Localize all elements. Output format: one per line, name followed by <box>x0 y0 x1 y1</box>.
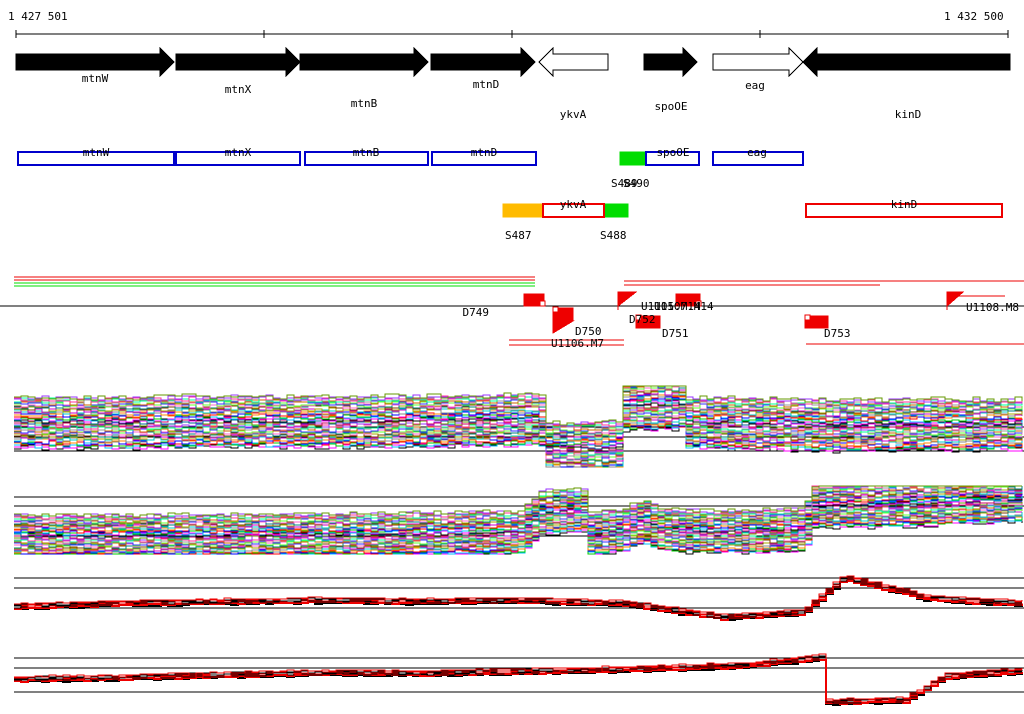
cds-segment-green-1[interactable] <box>619 151 647 166</box>
transcript-flag-U1107.M14[interactable] <box>617 291 638 308</box>
expression-plot-2-series-23 <box>14 498 1023 539</box>
ratio-plot-2 <box>14 653 1024 706</box>
expression-plot-2-series-16 <box>14 504 1023 546</box>
gene-arrow-ykvA[interactable] <box>538 46 609 78</box>
transcript-block-D752[interactable] <box>675 293 701 307</box>
expression-plot-1-series-22 <box>14 402 1023 452</box>
gene-arrow-label-mtnB: mtnB <box>350 97 378 110</box>
operon-box-label-ykvA: ykvA <box>559 198 587 211</box>
gene-arrow-mtnW[interactable] <box>15 46 175 78</box>
cds-box-mtnB[interactable] <box>304 151 429 166</box>
gene-arrow-label-spoOE: spoOE <box>654 100 688 113</box>
gene-arrow-label-eag: eag <box>745 79 765 92</box>
cds-box-mtnW[interactable] <box>17 151 175 166</box>
operon-box-label-kinD: kinD <box>890 198 918 211</box>
gene-arrow-label-mtnW: mtnW <box>81 72 109 85</box>
transcript-label-U1106.M7: U1106.M7 <box>551 337 604 350</box>
operon-segment-label-S488: S488 <box>600 229 627 242</box>
coordinate-end-label: 1 432 500 <box>944 10 1004 23</box>
ratio-plot-2-series-7 <box>14 653 1023 701</box>
operon-segment-label-S487: S487 <box>505 229 532 242</box>
expression-plot-2 <box>14 485 1024 555</box>
expression-plot-1-series-41 <box>14 385 1023 430</box>
cds-box-label-spoOE: spoOE <box>656 146 690 159</box>
operon-segment-S487[interactable] <box>502 203 544 218</box>
transcript-block-D749[interactable] <box>523 293 545 307</box>
transcript-flag-U1106.M7[interactable] <box>552 320 575 334</box>
expression-plot-2-series-13 <box>14 508 1022 548</box>
expression-plot-1-series-39 <box>14 385 1023 433</box>
transcript-handle-D751[interactable] <box>635 314 642 321</box>
transcript-label-U1105.M14: U1105.M14 <box>641 300 701 313</box>
operon-box-kinD[interactable] <box>805 203 1003 218</box>
cds-box-mtnD[interactable] <box>431 151 537 166</box>
gene-arrow-label-mtnD: mtnD <box>472 78 500 91</box>
transcript-label-U1107.M14: U1107.M14 <box>654 300 714 313</box>
cds-box-spoOE[interactable] <box>645 151 700 166</box>
cds-box-mtnX[interactable] <box>175 151 301 166</box>
cds-box-label-mtnW: mtnW <box>82 146 110 159</box>
expression-plot-2-series-37 <box>14 485 1022 526</box>
transcript-label-D749: D749 <box>462 306 490 319</box>
gene-arrow-label-mtnX: mtnX <box>224 83 252 96</box>
gene-arrow-mtnB[interactable] <box>299 46 429 78</box>
expression-plot-2-series-4 <box>14 516 1023 555</box>
transcript-handle-D749[interactable] <box>539 300 546 307</box>
transcript-label-D751: D751 <box>662 327 689 340</box>
expression-plot-1-series-27 <box>14 396 1023 446</box>
ratio-plot-2-series-1 <box>14 659 1023 705</box>
transcript-handle-D752[interactable] <box>695 300 702 307</box>
cds-box-eag[interactable] <box>712 151 804 166</box>
ratio-plot-1 <box>14 575 1024 621</box>
expression-plot-1-series-15 <box>14 409 1022 459</box>
ratio-plot-2-series-0 <box>14 659 1023 706</box>
ratio-plot-2-series-2 <box>14 657 1022 704</box>
transcript-label-U1108.M8: U1108.M8 <box>966 301 1019 314</box>
ratio-plot-1-series-7 <box>14 575 1023 616</box>
transcript-handle-D753[interactable] <box>804 314 811 321</box>
cds-box-label-eag: eag <box>747 146 767 159</box>
expression-plot-2-series-33 <box>14 489 1023 529</box>
gene-arrow-label-ykvA: ykvA <box>559 108 587 121</box>
gene-arrow-mtnD[interactable] <box>430 46 536 78</box>
gene-arrow-label-kinD: kinD <box>894 108 922 121</box>
cds-box-label-mtnB: mtnB <box>352 146 380 159</box>
transcript-flag-U1108.M8[interactable] <box>946 291 965 308</box>
gene-arrow-mtnX[interactable] <box>175 46 301 78</box>
transcript-label-D750: D750 <box>575 325 602 338</box>
cds-segment-label-S490: S490 <box>623 177 650 190</box>
cds-segment-label-S489: S489 <box>611 177 638 190</box>
transcript-label-D752: D752 <box>629 313 656 326</box>
cds-box-label-mtnD: mtnD <box>470 146 498 159</box>
transcript-block-D751[interactable] <box>635 315 661 329</box>
operon-box-ykvA[interactable] <box>542 203 605 218</box>
gene-arrow-kinD[interactable] <box>802 46 1011 78</box>
operon-segment-S488[interactable] <box>603 203 629 218</box>
expression-plot-1-series-10 <box>14 415 1023 465</box>
expression-plot-1 <box>14 385 1024 468</box>
gene-arrow-spoOE[interactable] <box>643 46 698 78</box>
transcript-handle-D750[interactable] <box>552 306 559 313</box>
cds-box-label-mtnX: mtnX <box>224 146 252 159</box>
coordinate-start-label: 1 427 501 <box>8 10 68 23</box>
gene-arrow-eag[interactable] <box>712 46 804 78</box>
transcript-label-D753: D753 <box>824 327 851 340</box>
expression-plot-2-series-45 <box>14 485 1022 518</box>
expression-plot-1-series-45 <box>14 385 1023 426</box>
transcript-block-D753[interactable] <box>804 315 829 329</box>
